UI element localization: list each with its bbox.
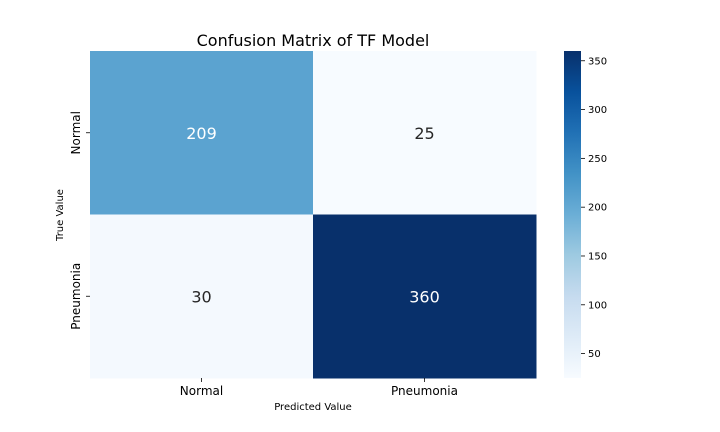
- colorbar-tick-label: 250: [588, 154, 607, 165]
- colorbar-tick-label: 300: [588, 105, 607, 116]
- colorbar-gradient: [564, 51, 581, 378]
- y-tick-label: Pneumonia: [69, 263, 83, 330]
- cell-value-label: 360: [409, 287, 440, 306]
- x-axis-label: Predicted Value: [274, 402, 352, 413]
- colorbar-tick-label: 100: [588, 300, 607, 311]
- cell-value-label: 209: [186, 124, 217, 143]
- heatmap-cell: [90, 51, 314, 215]
- y-axis-label: True Value: [55, 189, 66, 242]
- y-tick-label: Normal: [69, 111, 83, 154]
- x-tick-label: Pneumonia: [391, 384, 458, 398]
- colorbar-tick-label: 150: [588, 251, 607, 262]
- chart-title: Confusion Matrix of TF Model: [197, 31, 430, 50]
- colorbar-tick-label: 350: [588, 56, 607, 67]
- colorbar-tick-label: 200: [588, 203, 607, 214]
- heatmap-cell: [313, 214, 537, 379]
- cell-value-label: 30: [191, 287, 211, 306]
- colorbar: 50 100 150 200 250 300 350: [564, 51, 607, 378]
- heatmap-cell: [313, 51, 537, 215]
- heatmap-cells: [90, 51, 537, 379]
- y-axis-ticks: Normal Pneumonia: [69, 111, 90, 330]
- heatmap-cell-labels: 209 25 30 360: [186, 124, 440, 307]
- colorbar-tick-label: 50: [588, 349, 601, 360]
- x-axis-ticks: Normal Pneumonia: [180, 378, 458, 398]
- x-tick-label: Normal: [180, 384, 223, 398]
- cell-value-label: 25: [414, 124, 434, 143]
- heatmap-cell: [90, 214, 314, 379]
